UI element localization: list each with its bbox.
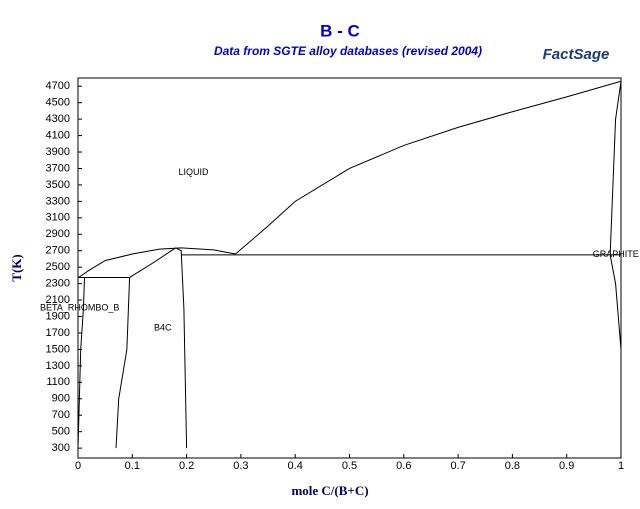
y-tick-label: 3300 xyxy=(46,195,70,207)
chart-subtitle: Data from SGTE alloy databases (revised … xyxy=(214,44,482,58)
y-tick-label: 1300 xyxy=(46,360,70,372)
x-tick-label: 0.9 xyxy=(559,460,574,472)
phase-boundary xyxy=(77,247,236,279)
phase-boundary xyxy=(609,81,622,350)
x-tick-label: 0.5 xyxy=(342,460,357,472)
x-tick-label: 0.4 xyxy=(288,460,303,472)
phase-label: GRAPHITE xyxy=(593,249,639,259)
x-tick-label: 1 xyxy=(618,460,624,472)
plot-frame xyxy=(77,77,622,459)
x-tick-label: 0.2 xyxy=(179,460,194,472)
y-tick-label: 300 xyxy=(52,442,70,454)
x-tick-label: 0 xyxy=(75,460,81,472)
y-tick-label: 1500 xyxy=(46,343,70,355)
y-tick-label: 1700 xyxy=(46,327,70,339)
y-tick-label: 500 xyxy=(52,426,70,438)
y-tick-label: 4100 xyxy=(46,129,70,141)
x-tick-label: 0.1 xyxy=(125,460,140,472)
y-tick-label: 2900 xyxy=(46,228,70,240)
phase-boundary xyxy=(77,277,86,449)
x-tick-label: 0.6 xyxy=(396,460,411,472)
phase-boundary xyxy=(129,247,177,278)
x-tick-label: 0.8 xyxy=(505,460,520,472)
phase-label: LIQUID xyxy=(178,167,209,177)
y-tick-label: 900 xyxy=(52,393,70,405)
x-axis-label: mole C/(B+C) xyxy=(291,483,368,498)
y-tick-label: 3100 xyxy=(46,212,70,224)
y-tick-label: 4700 xyxy=(46,80,70,92)
y-tick-label: 2700 xyxy=(46,245,70,257)
x-tick-label: 0.3 xyxy=(233,460,248,472)
logo: FactSage xyxy=(543,46,610,63)
y-tick-label: 2300 xyxy=(46,278,70,290)
phase-boundary xyxy=(235,80,622,255)
y-tick-label: 4500 xyxy=(46,97,70,109)
chart-title: B - C xyxy=(320,21,360,40)
y-tick-label: 3500 xyxy=(46,179,70,191)
phase-boundary xyxy=(115,277,131,449)
phase-label: BETA_RHOMBO_B xyxy=(40,303,119,313)
y-tick-label: 2500 xyxy=(46,261,70,273)
y-tick-label: 3700 xyxy=(46,162,70,174)
y-tick-label: 4300 xyxy=(46,113,70,125)
y-tick-label: 3900 xyxy=(46,146,70,158)
y-tick-label: 1900 xyxy=(46,310,70,322)
phase-boundary xyxy=(175,247,188,449)
y-axis-label: T(K) xyxy=(9,254,24,281)
y-tick-label: 1100 xyxy=(46,376,70,388)
phase-label: B4C xyxy=(154,322,172,332)
x-tick-label: 0.7 xyxy=(450,460,465,472)
y-tick-label: 2100 xyxy=(46,294,70,306)
y-tick-label: 700 xyxy=(52,409,70,421)
